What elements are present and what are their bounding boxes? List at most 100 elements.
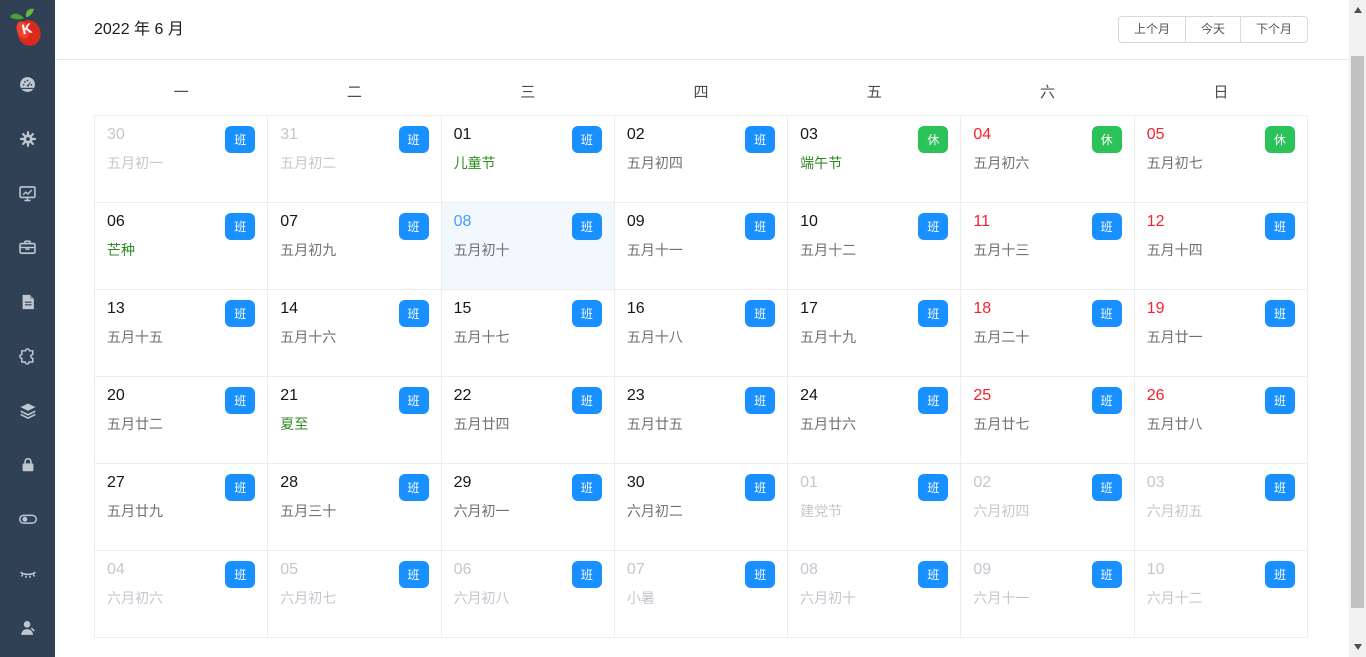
lunar-date-label: 五月十一 xyxy=(626,241,683,258)
lunar-date-label: 建党节 xyxy=(800,502,843,519)
calendar-cell[interactable]: 02 班五月初四 xyxy=(615,116,787,202)
calendar-cell[interactable]: 04 班六月初六 xyxy=(95,551,267,637)
lunar-date-label: 五月廿四 xyxy=(453,415,510,432)
sidebar-item-dashboard[interactable] xyxy=(0,57,55,111)
calendar-cell[interactable]: 25 班五月廿七 xyxy=(961,377,1133,463)
calendar-cell[interactable]: 23 班五月廿五 xyxy=(615,377,787,463)
calendar-cell[interactable]: 30 班五月初一 xyxy=(95,116,267,202)
sidebar-item-switch[interactable] xyxy=(0,492,55,546)
sidebar-item-projects[interactable] xyxy=(0,220,55,274)
calendar-cell[interactable]: 17 班五月十九 xyxy=(788,290,960,376)
sidebar-item-components[interactable] xyxy=(0,329,55,383)
calendar-cell-today[interactable]: 08 班五月初十 xyxy=(441,202,614,289)
today-button[interactable]: 今天 xyxy=(1184,16,1241,43)
calendar-week-row: 13 班五月十五 14 班五月十六 15 班五月十七 16 班五月十八 17 班五月十九 18 班五月… xyxy=(93,288,1309,377)
calendar-cell[interactable]: 27 班五月廿九 xyxy=(95,464,267,550)
day-number: 06 xyxy=(453,560,472,578)
calendar-cell[interactable]: 12 班五月十四 xyxy=(1135,203,1307,289)
layers-icon xyxy=(19,403,36,419)
work-day-badge: 班 xyxy=(225,299,256,327)
sidebar-item-profile[interactable] xyxy=(0,601,55,655)
calendar-cell[interactable]: 07 班五月初九 xyxy=(268,203,440,289)
calendar-cell[interactable]: 20 班五月廿二 xyxy=(95,377,267,463)
scrollbar-thumb[interactable] xyxy=(1351,56,1364,608)
calendar-cell[interactable]: 03 班六月初五 xyxy=(1135,464,1307,550)
work-day-badge: 班 xyxy=(225,560,256,588)
scroll-up-arrow-icon[interactable] xyxy=(1354,7,1362,13)
calendar-cell[interactable]: 10 班五月十二 xyxy=(788,203,960,289)
calendar-cell[interactable]: 06 班六月初八 xyxy=(442,551,614,637)
work-day-badge: 班 xyxy=(398,125,429,153)
calendar-cell[interactable]: 09 班六月十一 xyxy=(961,551,1133,637)
work-day-badge: 班 xyxy=(1091,212,1122,240)
lunar-date-label: 五月初十 xyxy=(453,241,510,258)
calendar-cell[interactable]: 18 班五月二十 xyxy=(961,290,1133,376)
calendar-cell[interactable]: 24 班五月廿六 xyxy=(788,377,960,463)
sidebar-item-layers[interactable] xyxy=(0,383,55,437)
lunar-date-label: 五月十八 xyxy=(626,328,683,345)
day-number: 29 xyxy=(453,473,472,491)
calendar-cell[interactable]: 05 休五月初七 xyxy=(1135,116,1307,202)
lunar-date-label: 芒种 xyxy=(107,241,135,258)
next-month-button[interactable]: 下个月 xyxy=(1239,16,1308,43)
day-number: 30 xyxy=(626,473,645,491)
work-day-badge: 班 xyxy=(1091,299,1122,327)
calendar-cell[interactable]: 15 班五月十七 xyxy=(442,290,614,376)
lunar-date-label: 五月十四 xyxy=(1146,241,1203,258)
lunar-date-label: 六月十一 xyxy=(973,589,1030,606)
calendar-cell[interactable]: 02 班六月初四 xyxy=(961,464,1133,550)
app-logo[interactable]: K xyxy=(9,0,47,57)
calendar-cell[interactable]: 26 班五月廿八 xyxy=(1135,377,1307,463)
lunar-date-label: 五月十七 xyxy=(453,328,510,345)
work-day-badge: 班 xyxy=(398,473,429,501)
calendar-cell[interactable]: 21 班夏至 xyxy=(268,377,440,463)
scroll-down-arrow-icon[interactable] xyxy=(1354,644,1362,650)
lunar-date-label: 六月十二 xyxy=(1146,589,1203,606)
lunar-date-label: 端午节 xyxy=(800,154,843,171)
day-number: 02 xyxy=(626,125,645,143)
day-number: 16 xyxy=(626,299,645,317)
main-content: 2022 年 6 月 上个月 今天 下个月 一二三四五六日 30 班五月初一 31 班… xyxy=(55,0,1366,657)
calendar-cell[interactable]: 05 班六月初七 xyxy=(268,551,440,637)
work-day-badge: 班 xyxy=(745,299,776,327)
sidebar-item-documents[interactable] xyxy=(0,275,55,329)
calendar-cell[interactable]: 06 班芒种 xyxy=(95,203,267,289)
calendar-cell[interactable]: 04 休五月初六 xyxy=(961,116,1133,202)
calendar-cell[interactable]: 08 班六月初十 xyxy=(788,551,960,637)
work-day-badge: 班 xyxy=(571,560,602,588)
gear-icon xyxy=(19,130,36,147)
sidebar-item-theme[interactable] xyxy=(0,546,55,600)
day-number: 27 xyxy=(107,473,125,491)
day-number: 20 xyxy=(107,386,125,404)
calendar-cell[interactable]: 09 班五月十一 xyxy=(615,203,787,289)
calendar-cell[interactable]: 14 班五月十六 xyxy=(268,290,440,376)
vertical-scrollbar[interactable] xyxy=(1349,0,1366,657)
calendar-cell[interactable]: 19 班五月廿一 xyxy=(1135,290,1307,376)
work-day-badge: 班 xyxy=(1265,473,1295,501)
work-day-badge: 班 xyxy=(398,386,429,414)
lunar-date-label: 六月初七 xyxy=(280,589,337,606)
calendar-table: 一二三四五六日 30 班五月初一 31 班五月初二 01 班儿童节 02 班五月初四 03 休端午… xyxy=(93,68,1309,638)
sidebar-item-monitor[interactable] xyxy=(0,166,55,220)
calendar-cell[interactable]: 13 班五月十五 xyxy=(95,290,267,376)
calendar-cell[interactable]: 22 班五月廿四 xyxy=(442,377,614,463)
prev-month-button[interactable]: 上个月 xyxy=(1117,16,1186,43)
calendar-cell[interactable]: 07 班小暑 xyxy=(615,551,787,637)
calendar-cell[interactable]: 01 班儿童节 xyxy=(442,116,614,202)
work-day-badge: 班 xyxy=(398,212,429,240)
lunar-date-label: 小暑 xyxy=(626,589,655,606)
calendar-cell[interactable]: 11 班五月十三 xyxy=(961,203,1133,289)
calendar-cell[interactable]: 03 休端午节 xyxy=(788,116,960,202)
sidebar-item-settings[interactable] xyxy=(0,112,55,166)
sidebar-item-permissions[interactable] xyxy=(0,438,55,492)
calendar-cell[interactable]: 10 班六月十二 xyxy=(1135,551,1307,637)
weekday-header: 二 xyxy=(346,83,362,101)
calendar-cell[interactable]: 31 班五月初二 xyxy=(268,116,440,202)
calendar-cell[interactable]: 16 班五月十八 xyxy=(615,290,787,376)
calendar-cell[interactable]: 30 班六月初二 xyxy=(615,464,787,550)
work-day-badge: 班 xyxy=(1091,560,1122,588)
work-day-badge: 班 xyxy=(225,473,256,501)
calendar-cell[interactable]: 01 班建党节 xyxy=(788,464,960,550)
calendar-cell[interactable]: 29 班六月初一 xyxy=(442,464,614,550)
calendar-cell[interactable]: 28 班五月三十 xyxy=(268,464,440,550)
